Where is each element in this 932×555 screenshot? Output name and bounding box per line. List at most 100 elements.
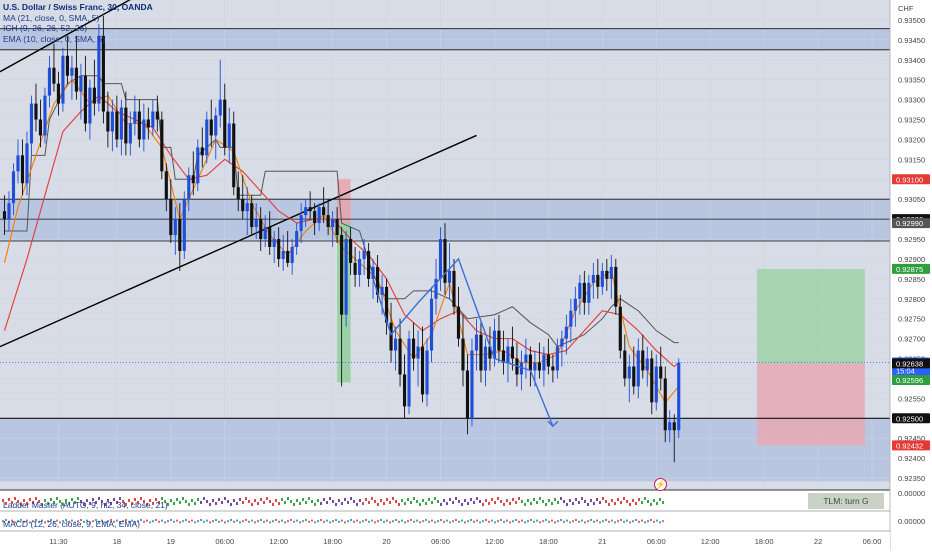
y-tick-label: 0.93150 [898, 155, 925, 164]
candle [286, 231, 290, 267]
candle-body [663, 378, 667, 431]
macd-bar [206, 519, 208, 522]
macd-bar [404, 521, 406, 524]
legend-ich[interactable]: ICH (9, 26, 26, 52, 26) [3, 23, 88, 33]
candle [178, 203, 182, 271]
ladder-bar [551, 502, 553, 505]
ladder-bar [314, 503, 316, 506]
price-badge-bg [892, 174, 930, 185]
candle [34, 83, 38, 132]
candle-body [83, 75, 87, 124]
price-badge-label: 0.93100 [896, 175, 923, 184]
y-tick-label: 0.93200 [898, 135, 925, 144]
macd-bar [221, 519, 223, 522]
candle-body [564, 326, 568, 339]
ladder-bar [320, 502, 322, 505]
candle [452, 258, 456, 315]
macd-bar [194, 521, 196, 524]
candle-body [425, 350, 429, 395]
macd-bar [335, 519, 337, 521]
candle [470, 338, 474, 427]
candle-body [492, 330, 497, 359]
ladder-bar [377, 503, 379, 506]
ladder-bar [554, 498, 556, 501]
candle-body [650, 358, 654, 403]
macd-bar [644, 521, 646, 524]
candle [119, 99, 123, 156]
price-badge-bg [892, 440, 930, 451]
macd-bar [476, 519, 478, 522]
candle-body [196, 147, 200, 184]
ladder-master-label[interactable]: Ladder Master (AUTO, 9, hl2, 34, close, … [3, 500, 168, 510]
macd-bar [590, 519, 592, 521]
ladder-bar [485, 499, 487, 502]
macd-bar [233, 520, 235, 523]
candle-body [2, 211, 7, 220]
ladder-bar [44, 499, 46, 502]
macd-bar [329, 521, 331, 524]
candle-body [227, 123, 231, 148]
ladder-bar [473, 501, 475, 504]
macd-bar [185, 519, 187, 521]
candle-body [537, 362, 541, 371]
macd-label[interactable]: MACD (12, 26, close, 9, EMA, EMA) [3, 519, 140, 529]
ladder-bar [296, 499, 298, 502]
legend-ema[interactable]: EMA (10, close, 0, SMA, 5) [3, 33, 106, 44]
candle-body [146, 119, 150, 128]
sr-box-green [337, 223, 351, 383]
zone-2 [0, 418, 890, 482]
candle-body [349, 239, 353, 263]
macd-bar [659, 521, 661, 524]
macd-bar [635, 519, 637, 521]
macd-bar [599, 521, 601, 524]
candle-body [353, 262, 357, 275]
lightning-icon[interactable]: ⚡ [654, 478, 667, 491]
ladder-bar [119, 497, 121, 500]
ladder-bar [110, 502, 112, 505]
candle-body [34, 103, 38, 120]
macd-bar [191, 519, 193, 522]
ladder-bar [230, 503, 232, 506]
macd-bar [338, 520, 340, 523]
candle-body [600, 270, 604, 287]
y-tick-label: 0.93250 [898, 116, 925, 125]
ladder-bar [425, 502, 427, 505]
candle [663, 366, 667, 443]
candle [52, 43, 56, 92]
ladder-bar [392, 497, 394, 500]
y-tick-label: 0.92700 [898, 335, 925, 344]
candle-body [209, 119, 213, 136]
candle [317, 203, 321, 232]
y-tick-label: 0.93400 [898, 56, 925, 65]
candle-body [164, 171, 168, 200]
candle-body [187, 175, 191, 200]
macd-bar [485, 519, 487, 521]
legend-title[interactable]: U.S. Dollar / Swiss Franc, 30, OANDA [3, 2, 153, 12]
macd-bar [650, 519, 652, 521]
candle [668, 410, 672, 443]
candle [672, 414, 676, 463]
y-tick-label: 0.93300 [898, 96, 925, 105]
macd-bar [200, 519, 202, 521]
macd-bar [398, 520, 400, 523]
legend-ma[interactable]: MA (21, close, 0, SMA, 5) [3, 12, 100, 23]
candle-body [277, 239, 281, 259]
candle [191, 151, 195, 196]
candle [582, 270, 586, 315]
macd-bar [290, 519, 292, 521]
candle-body [636, 350, 640, 387]
x-tick-label: 18:00 [323, 537, 342, 546]
ladder-bar [563, 500, 565, 503]
candle-body [106, 111, 110, 132]
macd-bar [50, 519, 52, 521]
candle-body [528, 354, 532, 371]
candle [277, 227, 281, 267]
y-tick-label: 0.92900 [898, 255, 925, 264]
macd-bar [176, 519, 178, 522]
ladder-bar [557, 501, 559, 504]
candle-body [259, 219, 263, 240]
candle-body [250, 203, 254, 228]
candle [187, 167, 191, 212]
ladder-bar [371, 497, 373, 500]
ladder-bar [560, 497, 562, 500]
